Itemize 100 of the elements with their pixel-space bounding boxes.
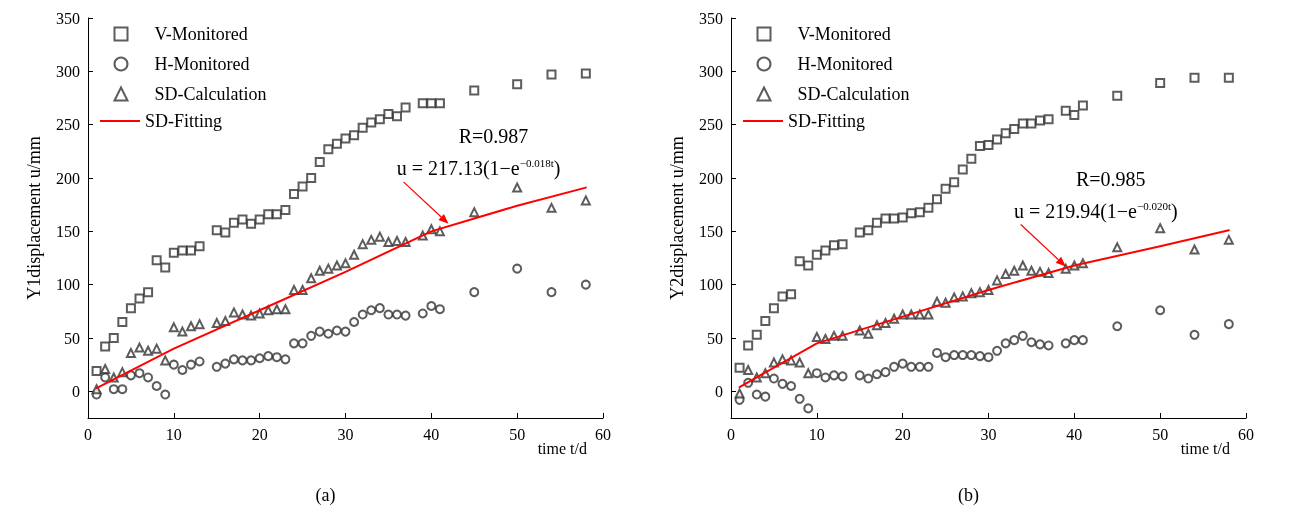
point [186,321,196,332]
point [434,98,445,109]
point [1223,319,1234,330]
point [151,255,162,266]
point [932,347,942,358]
point [211,361,222,372]
point [160,389,171,400]
point [100,341,111,352]
point [768,373,779,384]
point [837,239,848,250]
y-tick-label: 0 [715,382,723,400]
point [1112,321,1123,332]
point [992,345,1003,356]
point [811,249,822,260]
point [1000,128,1011,139]
point [768,303,779,314]
y-tick-label: 300 [56,62,80,80]
x-tick-label: 0 [727,425,735,443]
point [863,328,874,339]
point [392,111,402,122]
point [228,354,239,365]
point [889,213,900,224]
point [580,279,591,290]
point [366,234,377,245]
point [949,350,960,361]
point [992,134,1003,145]
point [794,393,805,404]
point [1155,78,1166,89]
point [134,342,145,353]
point [803,260,814,271]
point [186,245,196,256]
point [237,214,248,225]
point [417,308,428,319]
y-tick-label: 200 [56,169,80,187]
point [331,138,342,149]
point [914,361,925,372]
point [143,287,154,298]
x-tick-label: 40 [1066,425,1083,443]
point [1009,265,1020,276]
point [914,309,925,320]
point [323,263,334,274]
point [777,378,788,389]
point [803,368,814,379]
point [983,139,994,150]
x-tick-label: 30 [337,425,354,443]
point [974,141,985,151]
point [811,331,822,342]
point [426,98,437,109]
annotation: R=0.987 [458,124,529,147]
point [117,384,128,395]
point [228,217,239,228]
point [1189,329,1200,340]
point [160,355,171,366]
point [889,361,900,372]
point [392,235,402,246]
point [1155,305,1166,316]
point [1155,223,1166,234]
point [263,351,274,362]
point [469,85,480,96]
point [734,362,745,373]
point [143,372,154,383]
point [426,301,437,311]
y-tick-label: 0 [72,382,80,400]
y-tick-label: 300 [699,62,723,80]
point [829,370,839,381]
x-tick-label: 0 [84,425,92,443]
y-axis-title: Y2displacement u/mm [667,136,687,300]
y-tick-label: 150 [56,222,80,240]
point [863,373,874,384]
y-tick-label: 50 [64,329,80,347]
point [1026,118,1037,129]
point [751,329,762,340]
point [297,181,308,192]
point [966,350,977,361]
point [383,109,394,119]
point [392,309,402,320]
point [400,102,411,113]
legend-label: H-Monitored [154,54,250,74]
point [1043,114,1054,125]
point [151,343,162,354]
point [863,225,874,236]
point [932,194,942,205]
point [366,305,377,316]
point [897,212,908,223]
point [314,326,325,337]
point [254,214,265,225]
point [1223,234,1234,245]
point [871,369,882,380]
point [512,79,523,90]
point [1112,242,1123,253]
point [143,345,154,356]
point [271,304,282,315]
point [992,275,1003,286]
text: (b) [958,485,980,506]
point [220,227,231,238]
point [1035,115,1045,126]
point [811,368,822,379]
point [786,381,797,391]
y-tick-label: 150 [699,222,723,240]
point [923,202,934,213]
